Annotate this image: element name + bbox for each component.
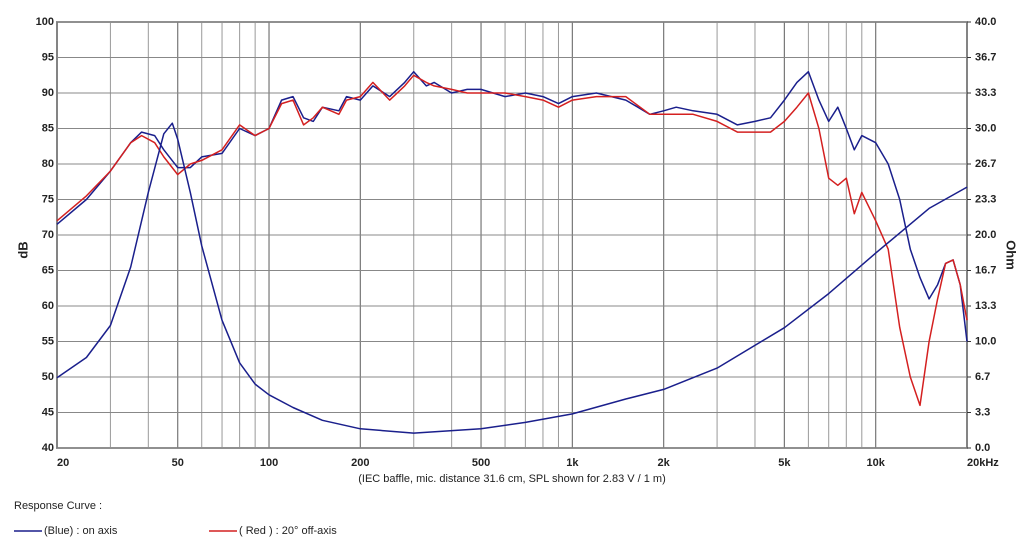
- y2-tick-label: 20.0: [975, 229, 996, 241]
- x-tick-label: 2k: [658, 457, 671, 469]
- y-tick-label: 90: [42, 87, 54, 99]
- series-line: [56, 74, 968, 407]
- legend-label: ( Red ) : 20° off-axis: [239, 525, 337, 537]
- x-tick-label: 500: [472, 457, 490, 469]
- y-tick-label: 80: [42, 158, 54, 170]
- y-axis-label: dB: [15, 241, 30, 258]
- y2-tick-label: 0.0: [975, 442, 990, 454]
- y2-axis-label: Ohm: [1004, 240, 1019, 270]
- x-tick-label: 10k: [867, 457, 886, 469]
- y2-tick-label: 33.3: [975, 87, 996, 99]
- y-tick-label: 55: [42, 335, 54, 347]
- legend-title: Response Curve :: [14, 500, 102, 512]
- y2-tick-label: 3.3: [975, 406, 990, 418]
- y-tick-label: 45: [42, 406, 54, 418]
- x-tick-label: 20kHz: [967, 457, 999, 469]
- x-axis-label: (IEC baffle, mic. distance 31.6 cm, SPL …: [358, 473, 666, 485]
- series-line: [56, 122, 968, 434]
- y2-tick-label: 10.0: [975, 335, 996, 347]
- series-line: [56, 70, 968, 342]
- y-tick-label: 75: [42, 193, 54, 205]
- y-tick-label: 70: [42, 229, 54, 241]
- x-tick-label: 100: [260, 457, 278, 469]
- y-tick-label: 100: [36, 16, 54, 28]
- x-tick-label: 200: [351, 457, 369, 469]
- legend-label: (Blue) : on axis: [44, 525, 118, 537]
- y2-tick-label: 36.7: [975, 51, 996, 63]
- x-tick-label: 50: [172, 457, 184, 469]
- x-tick-label: 20: [57, 457, 69, 469]
- y-tick-label: 65: [42, 264, 54, 276]
- y-tick-label: 50: [42, 371, 54, 383]
- y-tick-label: 40: [42, 442, 54, 454]
- y2-tick-label: 30.0: [975, 122, 996, 134]
- y2-tick-label: 40.0: [975, 16, 996, 28]
- x-tick-label: 5k: [778, 457, 791, 469]
- y2-tick-label: 6.7: [975, 371, 990, 383]
- y2-tick-label: 13.3: [975, 300, 996, 312]
- x-tick-label: 1k: [566, 457, 579, 469]
- y2-tick-label: 16.7: [975, 264, 996, 276]
- y-tick-label: 60: [42, 300, 54, 312]
- y-tick-label: 85: [42, 122, 54, 134]
- y2-tick-label: 23.3: [975, 193, 996, 205]
- y-tick-label: 95: [42, 51, 54, 63]
- y2-tick-label: 26.7: [975, 158, 996, 170]
